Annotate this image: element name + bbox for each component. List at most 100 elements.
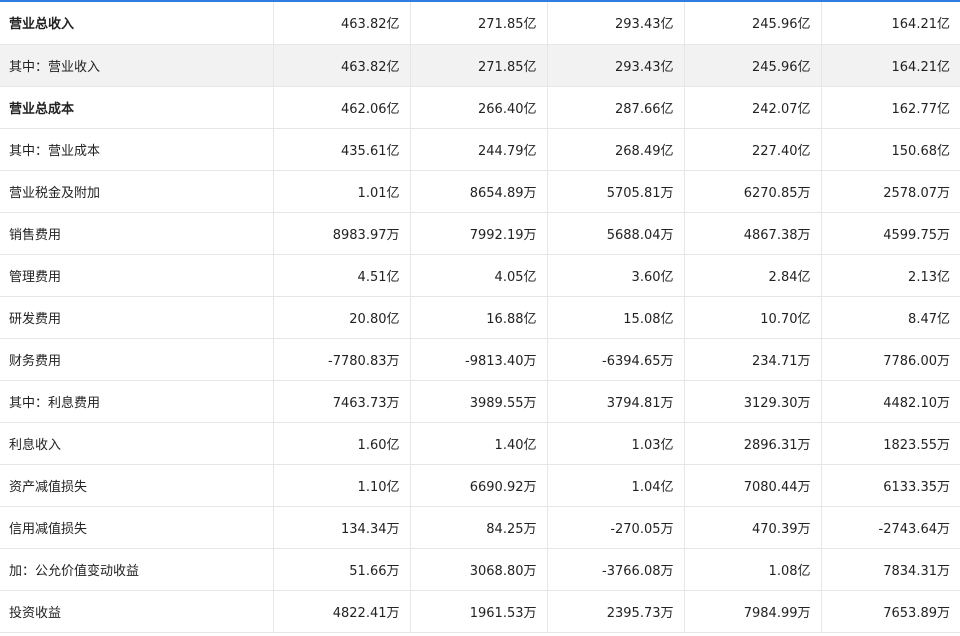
row-label: 研发费用 [0,296,274,339]
value-cell: 266.40亿 [410,86,548,129]
table-row: 投资收益 4822.41万 1961.53万 2395.73万 7984.99万 7653… [0,590,960,633]
table-row: 资产减值损失 1.10亿 6690.92万 1.04亿 7080.44万 6133.35万 [0,464,960,507]
value-cell: 2578.07万 [821,170,960,213]
top-accent-bar [0,0,960,2]
value-cell: 1823.55万 [821,422,960,465]
value-cell: 7786.00万 [821,338,960,381]
value-cell: 271.85亿 [410,44,548,87]
value-cell: 244.79亿 [410,128,548,171]
value-cell: 3794.81万 [547,380,685,423]
value-cell: 1.10亿 [273,464,411,507]
value-cell: 293.43亿 [547,44,685,87]
table-row: 营业总收入 463.82亿 271.85亿 293.43亿 245.96亿 164.21亿 [0,2,960,45]
table-row: 利息收入 1.60亿 1.40亿 1.03亿 2896.31万 1823.55万 [0,422,960,465]
row-label: 投资收益 [0,590,274,633]
value-cell: 15.08亿 [547,296,685,339]
value-cell: 7463.73万 [273,380,411,423]
value-cell: 227.40亿 [684,128,822,171]
value-cell: 1.60亿 [273,422,411,465]
value-cell: 470.39万 [684,506,822,549]
value-cell: 463.82亿 [273,2,411,45]
value-cell: 7984.99万 [684,590,822,633]
value-cell: 245.96亿 [684,2,822,45]
value-cell: 4482.10万 [821,380,960,423]
value-cell: 20.80亿 [273,296,411,339]
table-row: 营业总成本 462.06亿 266.40亿 287.66亿 242.07亿 162.77亿 [0,86,960,129]
value-cell: -6394.65万 [547,338,685,381]
row-label: 管理费用 [0,254,274,297]
value-cell: 84.25万 [410,506,548,549]
value-cell: 271.85亿 [410,2,548,45]
value-cell: -7780.83万 [273,338,411,381]
value-cell: 51.66万 [273,548,411,591]
value-cell: 2395.73万 [547,590,685,633]
row-label: 营业总收入 [0,2,274,45]
value-cell: 463.82亿 [273,44,411,87]
value-cell: 5705.81万 [547,170,685,213]
value-cell: -2743.64万 [821,506,960,549]
value-cell: 7653.89万 [821,590,960,633]
row-label: 利息收入 [0,422,274,465]
value-cell: 7080.44万 [684,464,822,507]
value-cell: 435.61亿 [273,128,411,171]
value-cell: 4822.41万 [273,590,411,633]
value-cell: 6690.92万 [410,464,548,507]
table-row: 销售费用 8983.97万 7992.19万 5688.04万 4867.38万 4599… [0,212,960,255]
row-label: 财务费用 [0,338,274,381]
value-cell: 1961.53万 [410,590,548,633]
value-cell: 164.21亿 [821,44,960,87]
table-row: 其中：营业收入 463.82亿 271.85亿 293.43亿 245.96亿 164.2… [0,44,960,87]
row-label: 营业总成本 [0,86,274,129]
value-cell: 287.66亿 [547,86,685,129]
table-row: 管理费用 4.51亿 4.05亿 3.60亿 2.84亿 2.13亿 [0,254,960,297]
value-cell: 2.13亿 [821,254,960,297]
value-cell: 4867.38万 [684,212,822,255]
value-cell: 268.49亿 [547,128,685,171]
value-cell: 6133.35万 [821,464,960,507]
value-cell: 4.05亿 [410,254,548,297]
value-cell: 1.08亿 [684,548,822,591]
row-label: 营业税金及附加 [0,170,274,213]
value-cell: -3766.08万 [547,548,685,591]
row-label: 销售费用 [0,212,274,255]
value-cell: -9813.40万 [410,338,548,381]
table-row: 信用减值损失 134.34万 84.25万 -270.05万 470.39万 -2743.… [0,506,960,549]
value-cell: 7992.19万 [410,212,548,255]
value-cell: 245.96亿 [684,44,822,87]
row-label: 其中：营业收入 [0,44,274,87]
value-cell: 4.51亿 [273,254,411,297]
value-cell: 150.68亿 [821,128,960,171]
value-cell: 16.88亿 [410,296,548,339]
value-cell: 234.71万 [684,338,822,381]
value-cell: 134.34万 [273,506,411,549]
value-cell: 242.07亿 [684,86,822,129]
value-cell: 6270.85万 [684,170,822,213]
value-cell: 162.77亿 [821,86,960,129]
table-row: 其中：营业成本 435.61亿 244.79亿 268.49亿 227.40亿 150.6… [0,128,960,171]
table-row: 营业税金及附加 1.01亿 8654.89万 5705.81万 6270.85万 2578… [0,170,960,213]
value-cell: -270.05万 [547,506,685,549]
value-cell: 293.43亿 [547,2,685,45]
value-cell: 7834.31万 [821,548,960,591]
table-row: 加：公允价值变动收益 51.66万 3068.80万 -3766.08万 1.08亿 78… [0,548,960,591]
value-cell: 3.60亿 [547,254,685,297]
value-cell: 3129.30万 [684,380,822,423]
value-cell: 3068.80万 [410,548,548,591]
row-label: 信用减值损失 [0,506,274,549]
row-label: 资产减值损失 [0,464,274,507]
row-label: 其中：营业成本 [0,128,274,171]
value-cell: 1.03亿 [547,422,685,465]
table-row: 研发费用 20.80亿 16.88亿 15.08亿 10.70亿 8.47亿 [0,296,960,339]
table-row: 其中：利息费用 7463.73万 3989.55万 3794.81万 3129.30万 4… [0,380,960,423]
value-cell: 3989.55万 [410,380,548,423]
row-label: 加：公允价值变动收益 [0,548,274,591]
value-cell: 2896.31万 [684,422,822,465]
row-label: 其中：利息费用 [0,380,274,423]
value-cell: 1.01亿 [273,170,411,213]
value-cell: 1.40亿 [410,422,548,465]
value-cell: 164.21亿 [821,2,960,45]
value-cell: 462.06亿 [273,86,411,129]
value-cell: 8.47亿 [821,296,960,339]
